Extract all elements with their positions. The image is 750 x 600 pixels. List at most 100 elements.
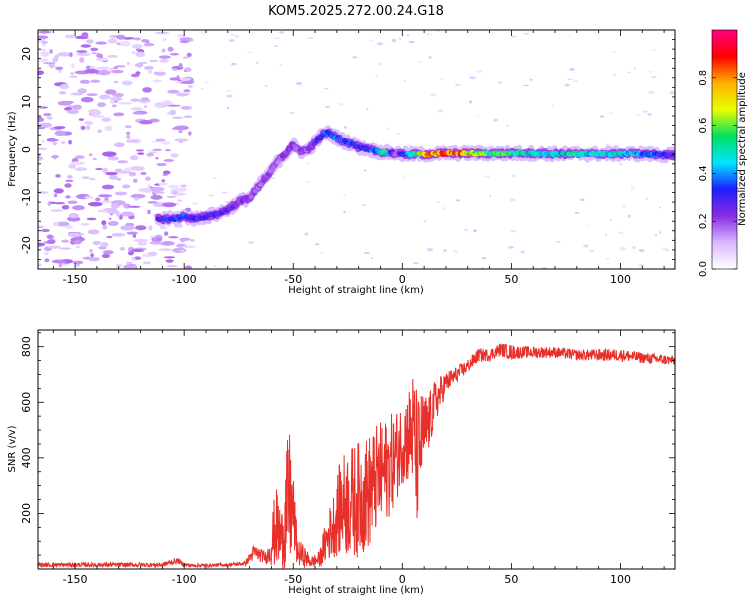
noise-cell <box>170 153 179 158</box>
noise-cell <box>130 193 146 199</box>
colorbar-tick-label: 0.6 <box>698 118 709 134</box>
noise-cell <box>366 108 369 110</box>
noise-cell <box>59 247 72 250</box>
noise-cell <box>162 100 173 103</box>
noise-cell <box>631 246 636 249</box>
noise-cell <box>476 69 483 73</box>
noise-cell <box>120 211 135 217</box>
noise-cell <box>622 205 627 208</box>
noise-cell <box>306 162 309 164</box>
snr-x-label: Height of straight line (km) <box>288 585 424 596</box>
noise-cell <box>100 209 108 213</box>
noise-cell <box>111 104 117 108</box>
noise-cell <box>85 39 94 44</box>
noise-cell <box>176 75 180 79</box>
noise-cell <box>107 38 118 44</box>
noise-cell <box>489 194 492 198</box>
x-tick-label: 100 <box>610 273 631 286</box>
noise-cell <box>68 140 72 145</box>
colorbar: 0.0 0.2 0.4 0.6 0.8 Normalized spectral ampl… <box>698 29 748 277</box>
noise-cell <box>180 105 192 110</box>
spectrogram-frame <box>37 29 676 270</box>
noise-cell <box>186 93 190 95</box>
noise-cell <box>174 138 189 142</box>
noise-cell <box>135 51 146 58</box>
noise-cell <box>403 80 406 83</box>
noise-cell <box>606 258 610 260</box>
noise-cell <box>155 138 166 142</box>
noise-cell <box>53 126 66 130</box>
snr-y-ticks: 200 400 600 800 <box>20 332 675 570</box>
noise-cell <box>64 183 72 188</box>
noise-cell <box>176 92 189 97</box>
noise-cell <box>65 195 71 199</box>
noise-cell <box>47 245 61 249</box>
noise-cell <box>201 31 204 35</box>
noise-cell <box>98 194 113 198</box>
noise-cell <box>248 240 255 245</box>
noise-cell <box>126 131 131 135</box>
noise-cell <box>38 30 51 34</box>
noise-cell <box>167 89 180 94</box>
noise-cell <box>47 239 56 245</box>
noise-cell <box>264 84 268 88</box>
y-tick-label: 400 <box>20 447 33 468</box>
noise-cell <box>101 253 111 259</box>
noise-cell <box>158 55 171 59</box>
noise-cell <box>124 167 131 172</box>
noise-cell <box>38 35 49 40</box>
noise-cell <box>172 68 178 71</box>
noise-cell <box>107 54 119 58</box>
noise-cell <box>508 246 515 249</box>
colorbar-tick-label: 0.4 <box>698 165 709 181</box>
noise-cell <box>226 94 233 98</box>
noise-cell <box>391 38 397 43</box>
noise-cell <box>191 202 198 205</box>
noise-cell <box>74 167 88 172</box>
noise-cell <box>481 257 487 260</box>
noise-cell <box>38 263 42 267</box>
noise-cell <box>131 44 143 49</box>
noise-cell <box>74 155 85 160</box>
noise-cell <box>61 239 70 243</box>
noise-cell <box>43 112 52 117</box>
noise-cell <box>456 199 461 202</box>
noise-cell <box>437 109 444 113</box>
noise-cell <box>662 247 667 250</box>
noise-cell <box>106 235 113 239</box>
noise-cell <box>88 201 103 207</box>
noise-cell <box>40 41 49 44</box>
noise-cell <box>187 85 193 88</box>
noise-cell <box>107 220 119 227</box>
noise-cell <box>133 197 140 201</box>
noise-cell <box>580 198 585 201</box>
noise-cell <box>175 202 180 206</box>
noise-cell <box>324 88 329 90</box>
noise-cell <box>138 188 151 193</box>
noise-cell <box>609 218 612 222</box>
noise-cell <box>77 88 87 94</box>
noise-cell <box>147 69 153 74</box>
ridge-core <box>672 153 675 159</box>
noise-cell <box>412 261 419 264</box>
noise-cell <box>573 80 578 82</box>
noise-cell <box>131 265 138 269</box>
noise-cell <box>279 64 283 66</box>
noise-cell <box>114 65 126 68</box>
x-tick-label: 50 <box>504 573 518 586</box>
noise-cell <box>273 37 280 40</box>
noise-cell <box>654 233 658 237</box>
noise-cell <box>95 57 109 62</box>
ridge-core <box>284 150 290 156</box>
spectrogram-y-label: Frequency (Hz) <box>7 111 18 187</box>
noise-cell <box>523 84 529 87</box>
noise-cell <box>161 48 166 53</box>
spectrogram-x-label: Height of straight line (km) <box>288 285 424 296</box>
noise-cell <box>363 251 370 254</box>
noise-cell <box>86 217 97 221</box>
noise-cell <box>76 49 88 54</box>
noise-cell <box>40 48 47 52</box>
noise-cell <box>52 57 59 63</box>
noise-cell <box>137 241 148 246</box>
noise-cell <box>110 203 120 209</box>
